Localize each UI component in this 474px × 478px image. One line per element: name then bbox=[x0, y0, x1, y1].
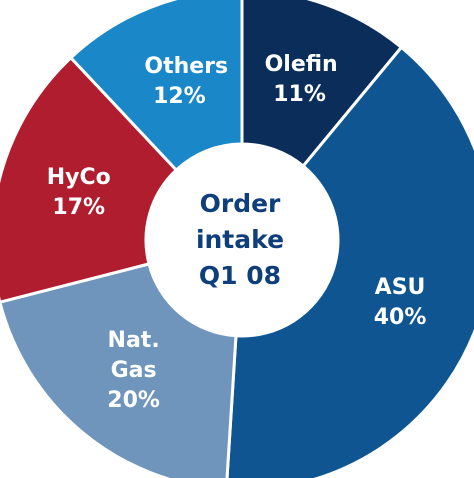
donut-segment bbox=[240, 0, 404, 169]
value-label: 20% bbox=[107, 387, 160, 413]
category-label: HyCo bbox=[46, 164, 111, 190]
category-label: Others bbox=[144, 53, 229, 79]
value-label: 17% bbox=[52, 194, 106, 220]
value-label: 11% bbox=[273, 82, 326, 108]
segment-label: Olefin 11% bbox=[264, 50, 338, 110]
category-label: Nat. Gas bbox=[107, 327, 160, 383]
category-label: Olefin bbox=[264, 52, 338, 78]
donut-segment bbox=[68, 0, 244, 173]
donut-hole bbox=[147, 145, 337, 335]
value-label: 40% bbox=[373, 304, 427, 330]
segment-label: ASU 40% bbox=[365, 273, 435, 333]
segment-label: HyCo 17% bbox=[44, 163, 114, 223]
donut-segment bbox=[0, 55, 179, 304]
donut-segment bbox=[225, 45, 474, 478]
chart-title: Order intake Q1 08 bbox=[195, 189, 285, 290]
segment-label: Others 12% bbox=[144, 52, 229, 112]
donut-segment bbox=[0, 262, 238, 478]
category-label: ASU bbox=[374, 274, 426, 300]
value-label: 12% bbox=[153, 83, 206, 109]
segment-label: Nat. Gas 20% bbox=[99, 326, 169, 416]
